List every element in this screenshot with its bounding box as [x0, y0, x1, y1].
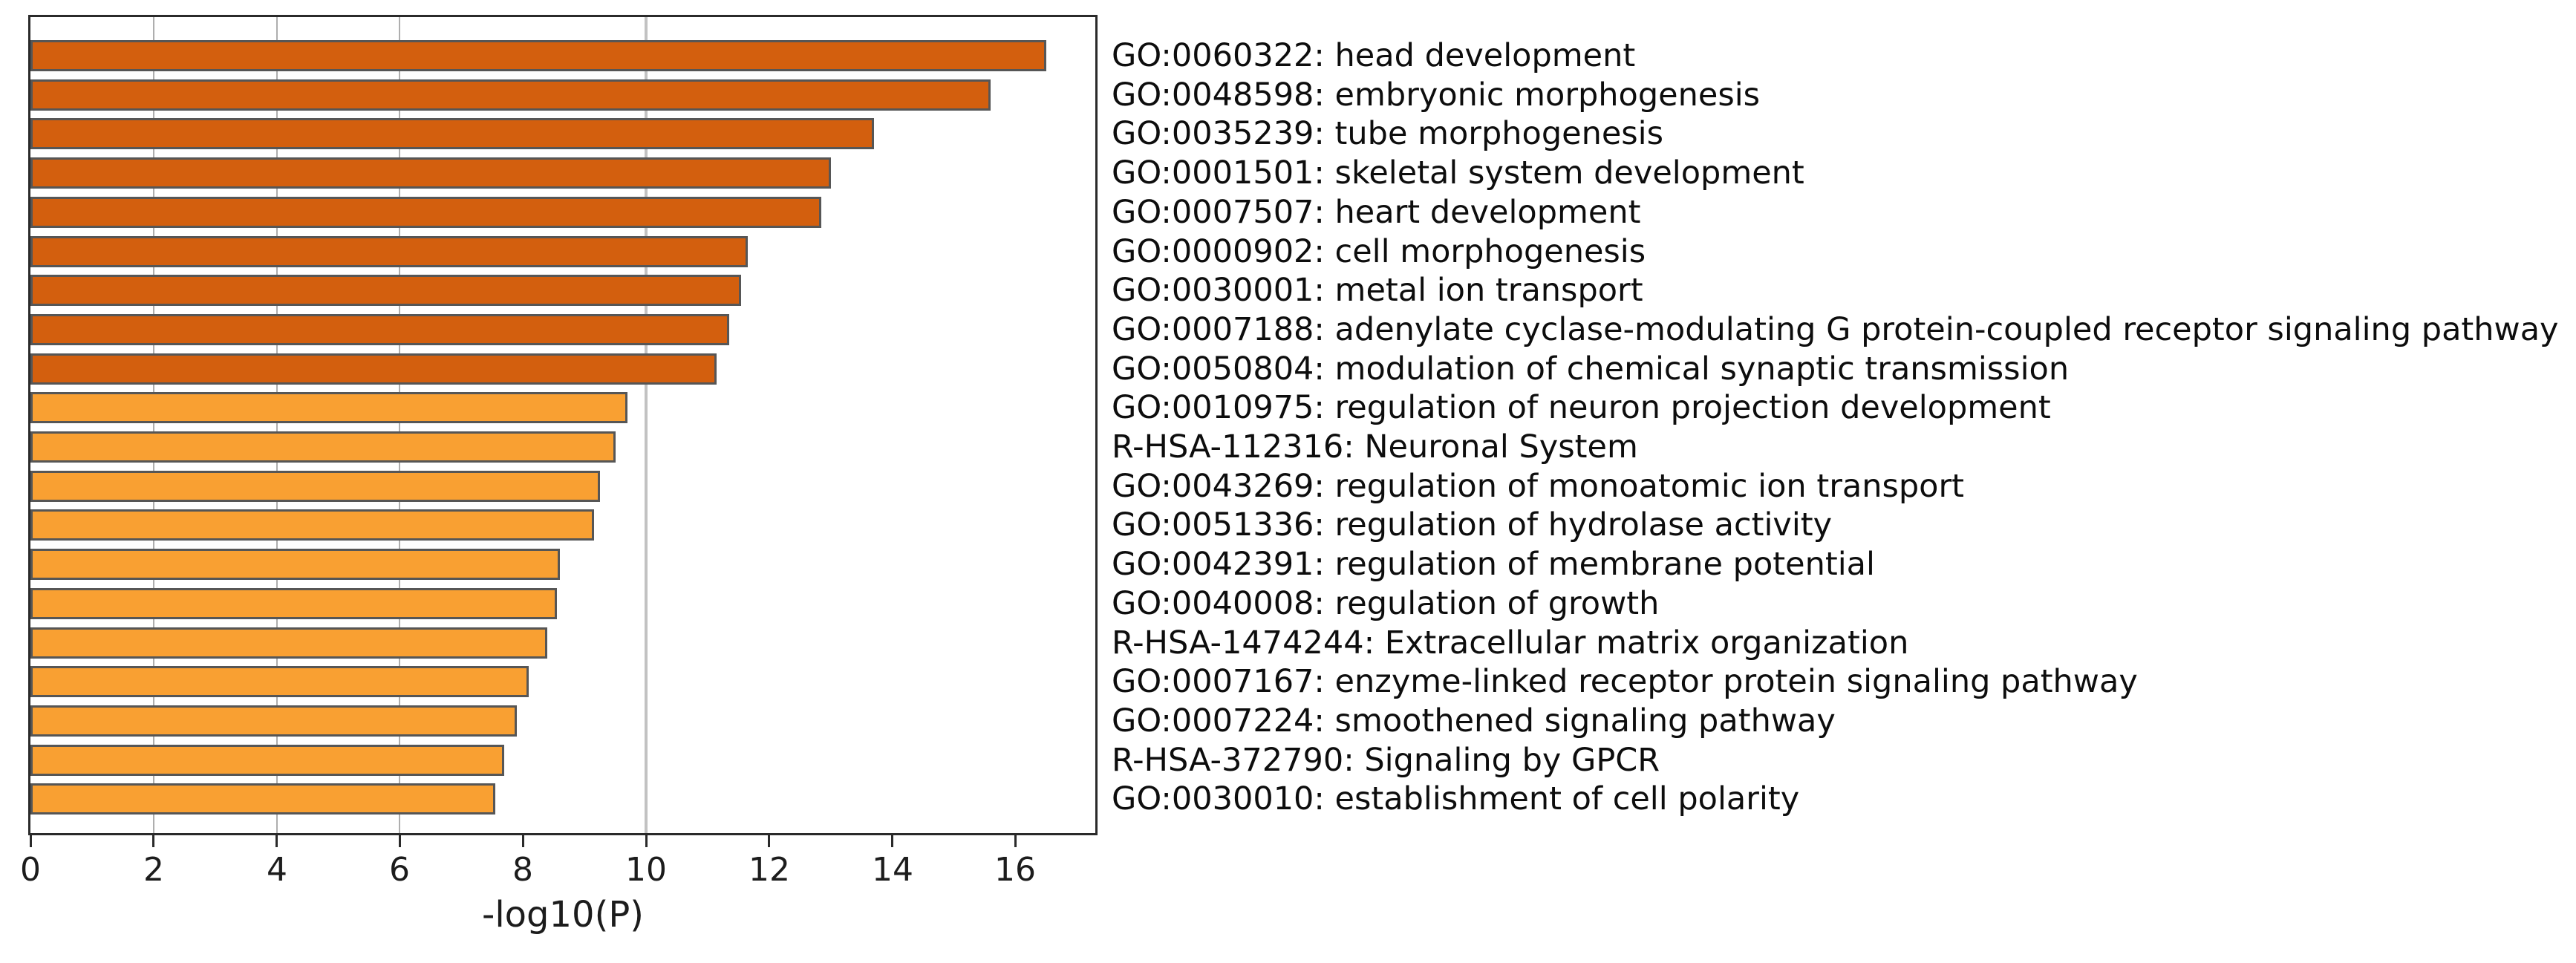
- bar-label: GO:0007507: heart development: [1112, 194, 1641, 231]
- bar: [30, 236, 748, 267]
- x-tick-label: 4: [267, 851, 287, 889]
- bar-label: GO:0000902: cell morphogenesis: [1112, 233, 1646, 270]
- bar-label: GO:0007167: enzyme-linked receptor prote…: [1112, 663, 2138, 700]
- x-tick-mark: [645, 835, 648, 847]
- bar: [30, 157, 831, 189]
- x-tick-mark: [768, 835, 770, 847]
- x-tick-label: 16: [994, 851, 1036, 889]
- bar-label: R-HSA-1474244: Extracellular matrix orga…: [1112, 624, 1909, 662]
- x-tick-mark: [30, 835, 32, 847]
- bar: [30, 549, 560, 580]
- bar-label: R-HSA-112316: Neuronal System: [1112, 428, 1638, 466]
- bar: [30, 588, 557, 619]
- bar: [30, 705, 517, 737]
- bar: [30, 783, 495, 815]
- bar: [30, 471, 600, 502]
- x-tick-label: 8: [512, 851, 533, 889]
- bar-label: GO:0051336: regulation of hydrolase acti…: [1112, 506, 1833, 543]
- bar-label: GO:0040008: regulation of growth: [1112, 585, 1660, 622]
- x-tick-mark: [1014, 835, 1017, 847]
- bar: [30, 509, 594, 541]
- bar-label: GO:0001501: skeletal system development: [1112, 154, 1804, 192]
- x-tick-label: 2: [143, 851, 164, 889]
- bar-label: GO:0010975: regulation of neuron project…: [1112, 389, 2051, 426]
- x-tick-mark: [275, 835, 278, 847]
- x-tick-mark: [399, 835, 401, 847]
- x-tick-label: 0: [20, 851, 41, 889]
- bar-label: R-HSA-372790: Signaling by GPCR: [1112, 742, 1660, 779]
- bar-label: GO:0050804: modulation of chemical synap…: [1112, 350, 2070, 388]
- x-tick-label: 10: [625, 851, 667, 889]
- bar-label: GO:0035239: tube morphogenesis: [1112, 115, 1664, 152]
- bar-label: GO:0048598: embryonic morphogenesis: [1112, 76, 1761, 114]
- x-tick-mark: [522, 835, 524, 847]
- bar: [30, 314, 729, 345]
- bar-label: GO:0007188: adenylate cyclase-modulating…: [1112, 311, 2559, 348]
- x-axis-title: -log10(P): [482, 894, 644, 936]
- gridline: [275, 17, 278, 833]
- x-tick-mark: [891, 835, 893, 847]
- bar-label: GO:0007224: smoothened signaling pathway: [1112, 702, 1836, 740]
- bar: [30, 197, 821, 228]
- bar: [30, 666, 529, 697]
- x-tick-label: 6: [389, 851, 410, 889]
- bar: [30, 118, 874, 149]
- plot-area: [28, 15, 1098, 835]
- gridline-major: [645, 17, 648, 833]
- gridline: [399, 17, 401, 833]
- bar-label: GO:0030010: establishment of cell polari…: [1112, 780, 1800, 817]
- x-tick-label: 14: [872, 851, 913, 889]
- bar-label: GO:0030001: metal ion transport: [1112, 272, 1643, 309]
- bar: [30, 745, 504, 776]
- bar: [30, 627, 547, 659]
- gridline: [152, 17, 154, 833]
- bar-label: GO:0042391: regulation of membrane poten…: [1112, 546, 1875, 583]
- bar: [30, 431, 616, 463]
- x-tick-label: 12: [749, 851, 790, 889]
- bar-label: GO:0060322: head development: [1112, 37, 1636, 74]
- bar-label: GO:0043269: regulation of monoatomic ion…: [1112, 468, 1965, 505]
- bar: [30, 79, 991, 111]
- bar: [30, 353, 717, 385]
- bar: [30, 392, 627, 423]
- bar: [30, 275, 741, 306]
- bar: [30, 40, 1046, 71]
- x-tick-mark: [152, 835, 154, 847]
